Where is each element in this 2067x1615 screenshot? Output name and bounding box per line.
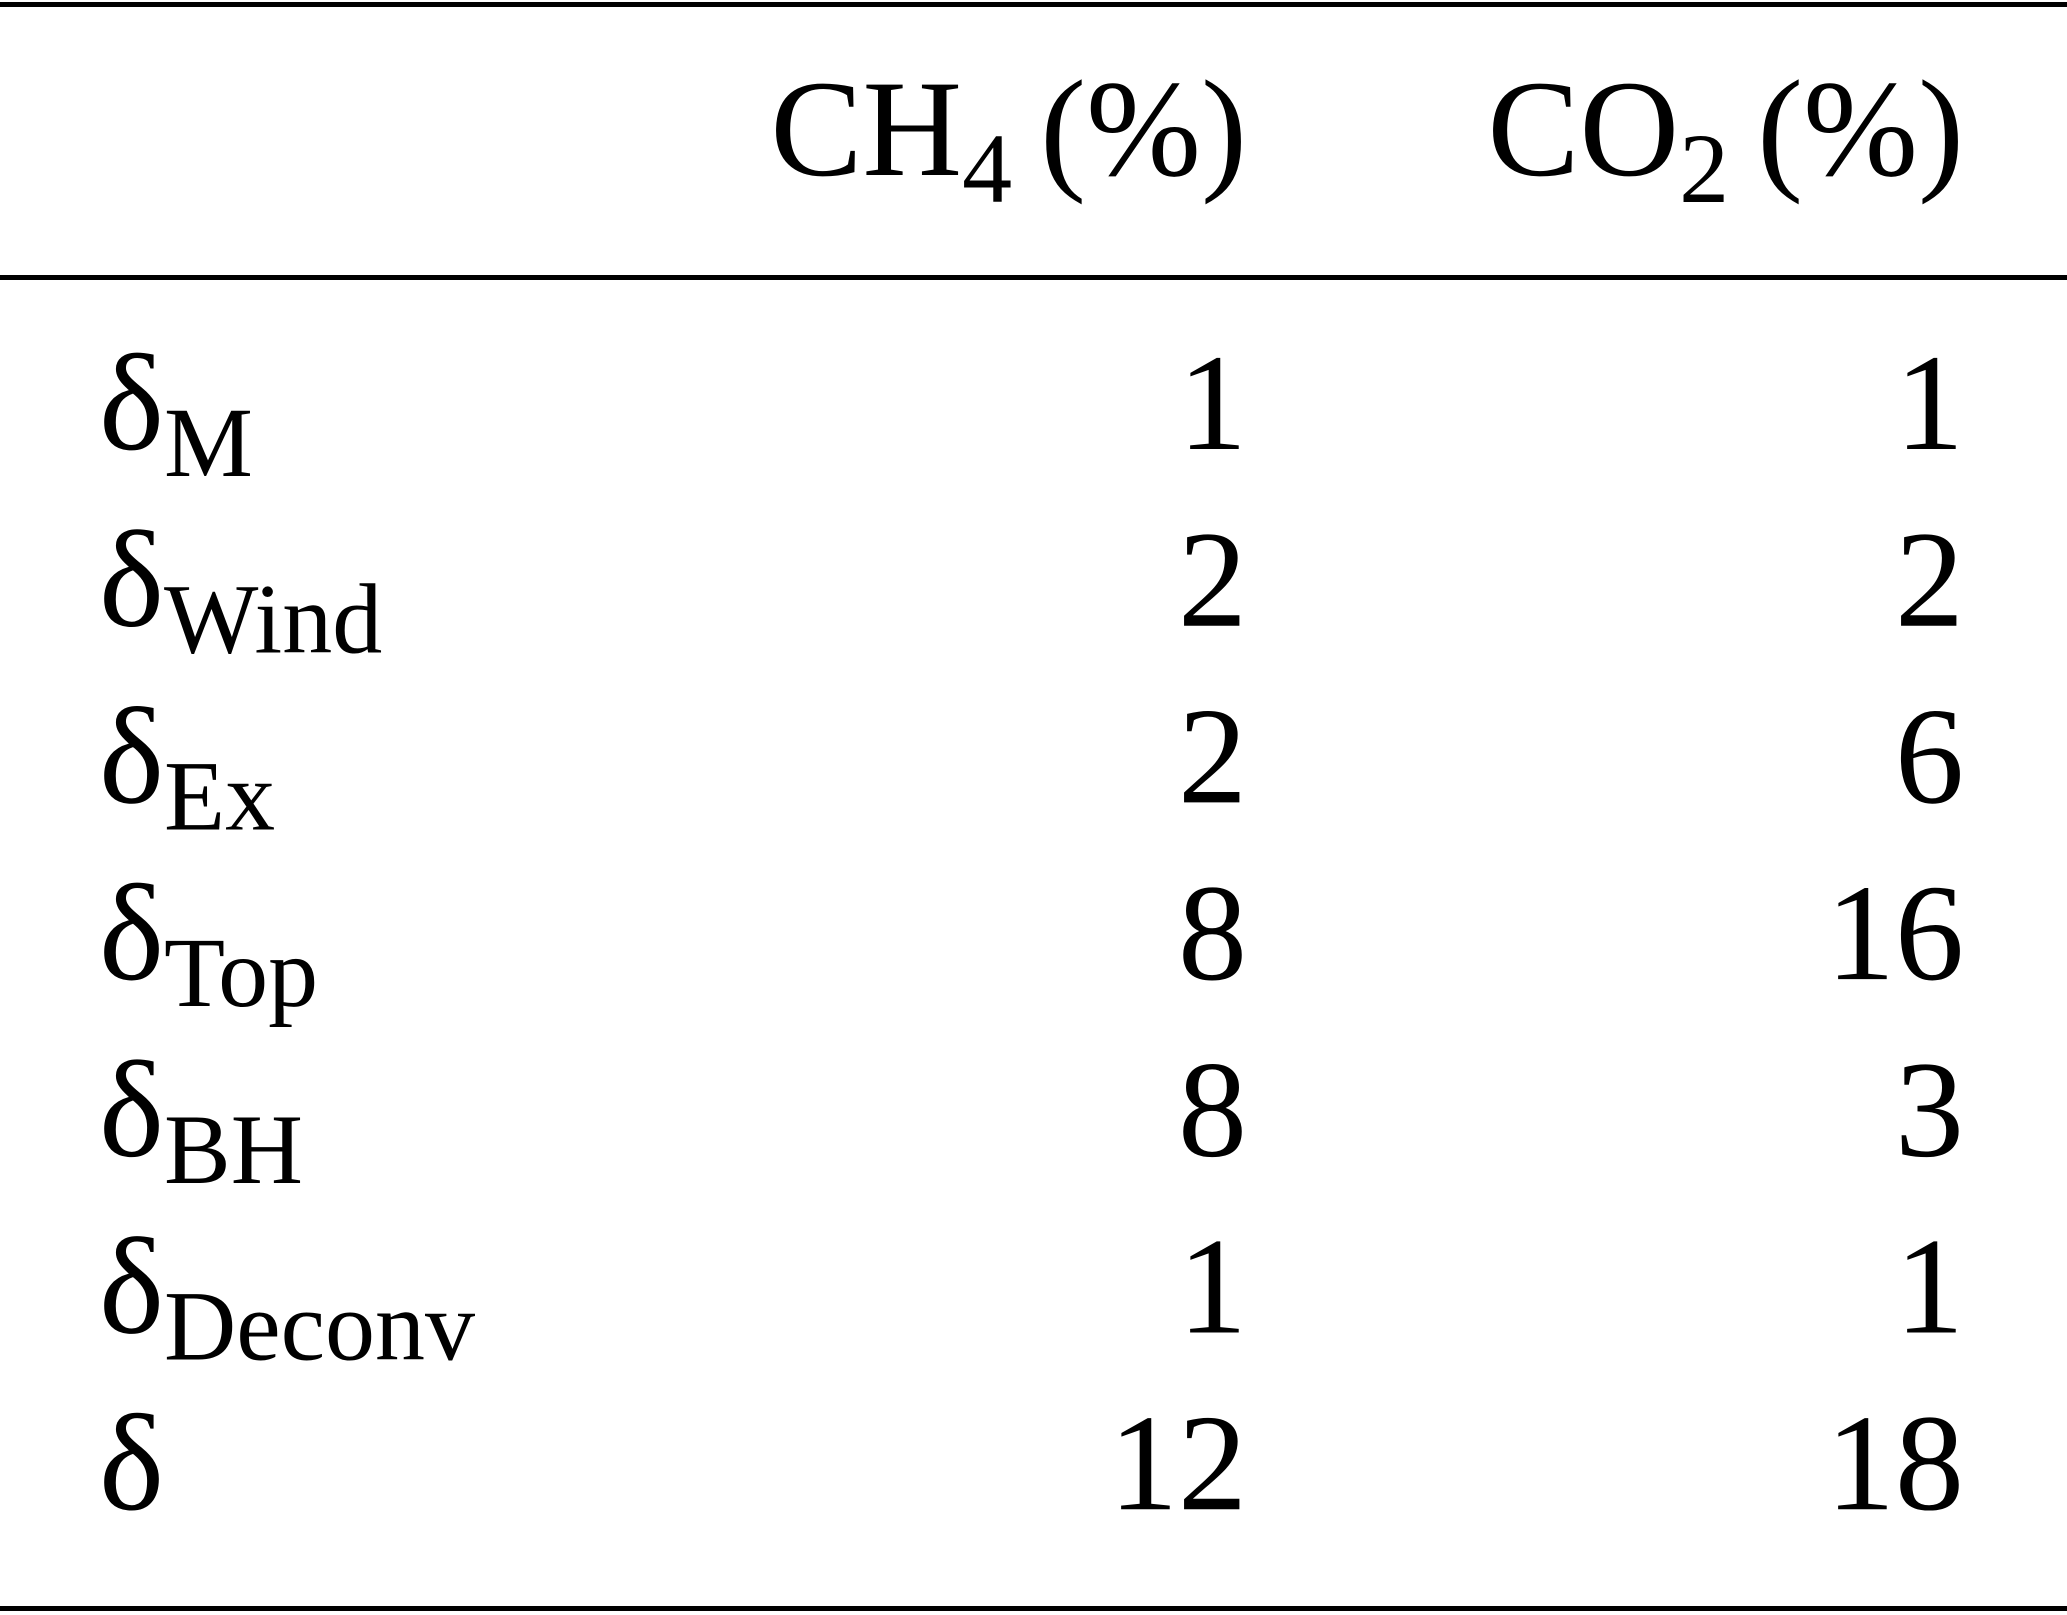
header-rule	[0, 275, 2067, 280]
header-unit: (%)	[1757, 52, 1964, 205]
row-symbol: δ	[99, 326, 164, 479]
row-label: δM	[99, 326, 253, 498]
row-subscript: Wind	[164, 564, 382, 675]
row-label: δDeconv	[99, 1210, 475, 1382]
row-symbol: δ	[99, 503, 164, 656]
row-subscript: M	[164, 387, 253, 498]
header-base: CH	[770, 52, 962, 205]
cell-value: 2	[1895, 503, 1964, 656]
row-subscript: Top	[164, 917, 318, 1028]
row-subscript: Deconv	[164, 1271, 475, 1382]
cell-value: 18	[1826, 1386, 1964, 1539]
row-symbol: δ	[99, 1033, 164, 1186]
cell-value: 8	[1178, 1033, 1247, 1186]
cell-value: 16	[1826, 856, 1964, 1009]
header-subscript: 4	[962, 113, 1012, 224]
cell-value: 1	[1178, 326, 1247, 479]
row-label: δEx	[99, 679, 275, 851]
cell-value: 1	[1895, 1210, 1964, 1363]
row-label: δ	[99, 1386, 164, 1539]
column-header: CO2 (%)	[1487, 52, 1964, 224]
cell-value: 12	[1109, 1386, 1247, 1539]
header-unit: (%)	[1040, 52, 1247, 205]
row-symbol: δ	[99, 1210, 164, 1363]
row-label: δBH	[99, 1033, 303, 1205]
row-label: δWind	[99, 503, 382, 675]
bottom-rule	[0, 1606, 2067, 1611]
row-label: δTop	[99, 856, 318, 1028]
cell-value: 1	[1178, 1210, 1247, 1363]
row-subscript: BH	[164, 1094, 303, 1205]
row-symbol: δ	[99, 1386, 164, 1539]
cell-value: 2	[1178, 503, 1247, 656]
row-symbol: δ	[99, 679, 164, 832]
header-base: CO	[1487, 52, 1679, 205]
column-header: CH4 (%)	[770, 52, 1247, 224]
cell-value: 8	[1178, 856, 1247, 1009]
row-symbol: δ	[99, 856, 164, 1009]
cell-value: 3	[1895, 1033, 1964, 1186]
row-subscript: Ex	[164, 740, 275, 851]
top-rule	[0, 2, 2067, 7]
header-subscript: 2	[1679, 113, 1729, 224]
cell-value: 1	[1895, 326, 1964, 479]
cell-value: 6	[1895, 679, 1964, 832]
cell-value: 2	[1178, 679, 1247, 832]
